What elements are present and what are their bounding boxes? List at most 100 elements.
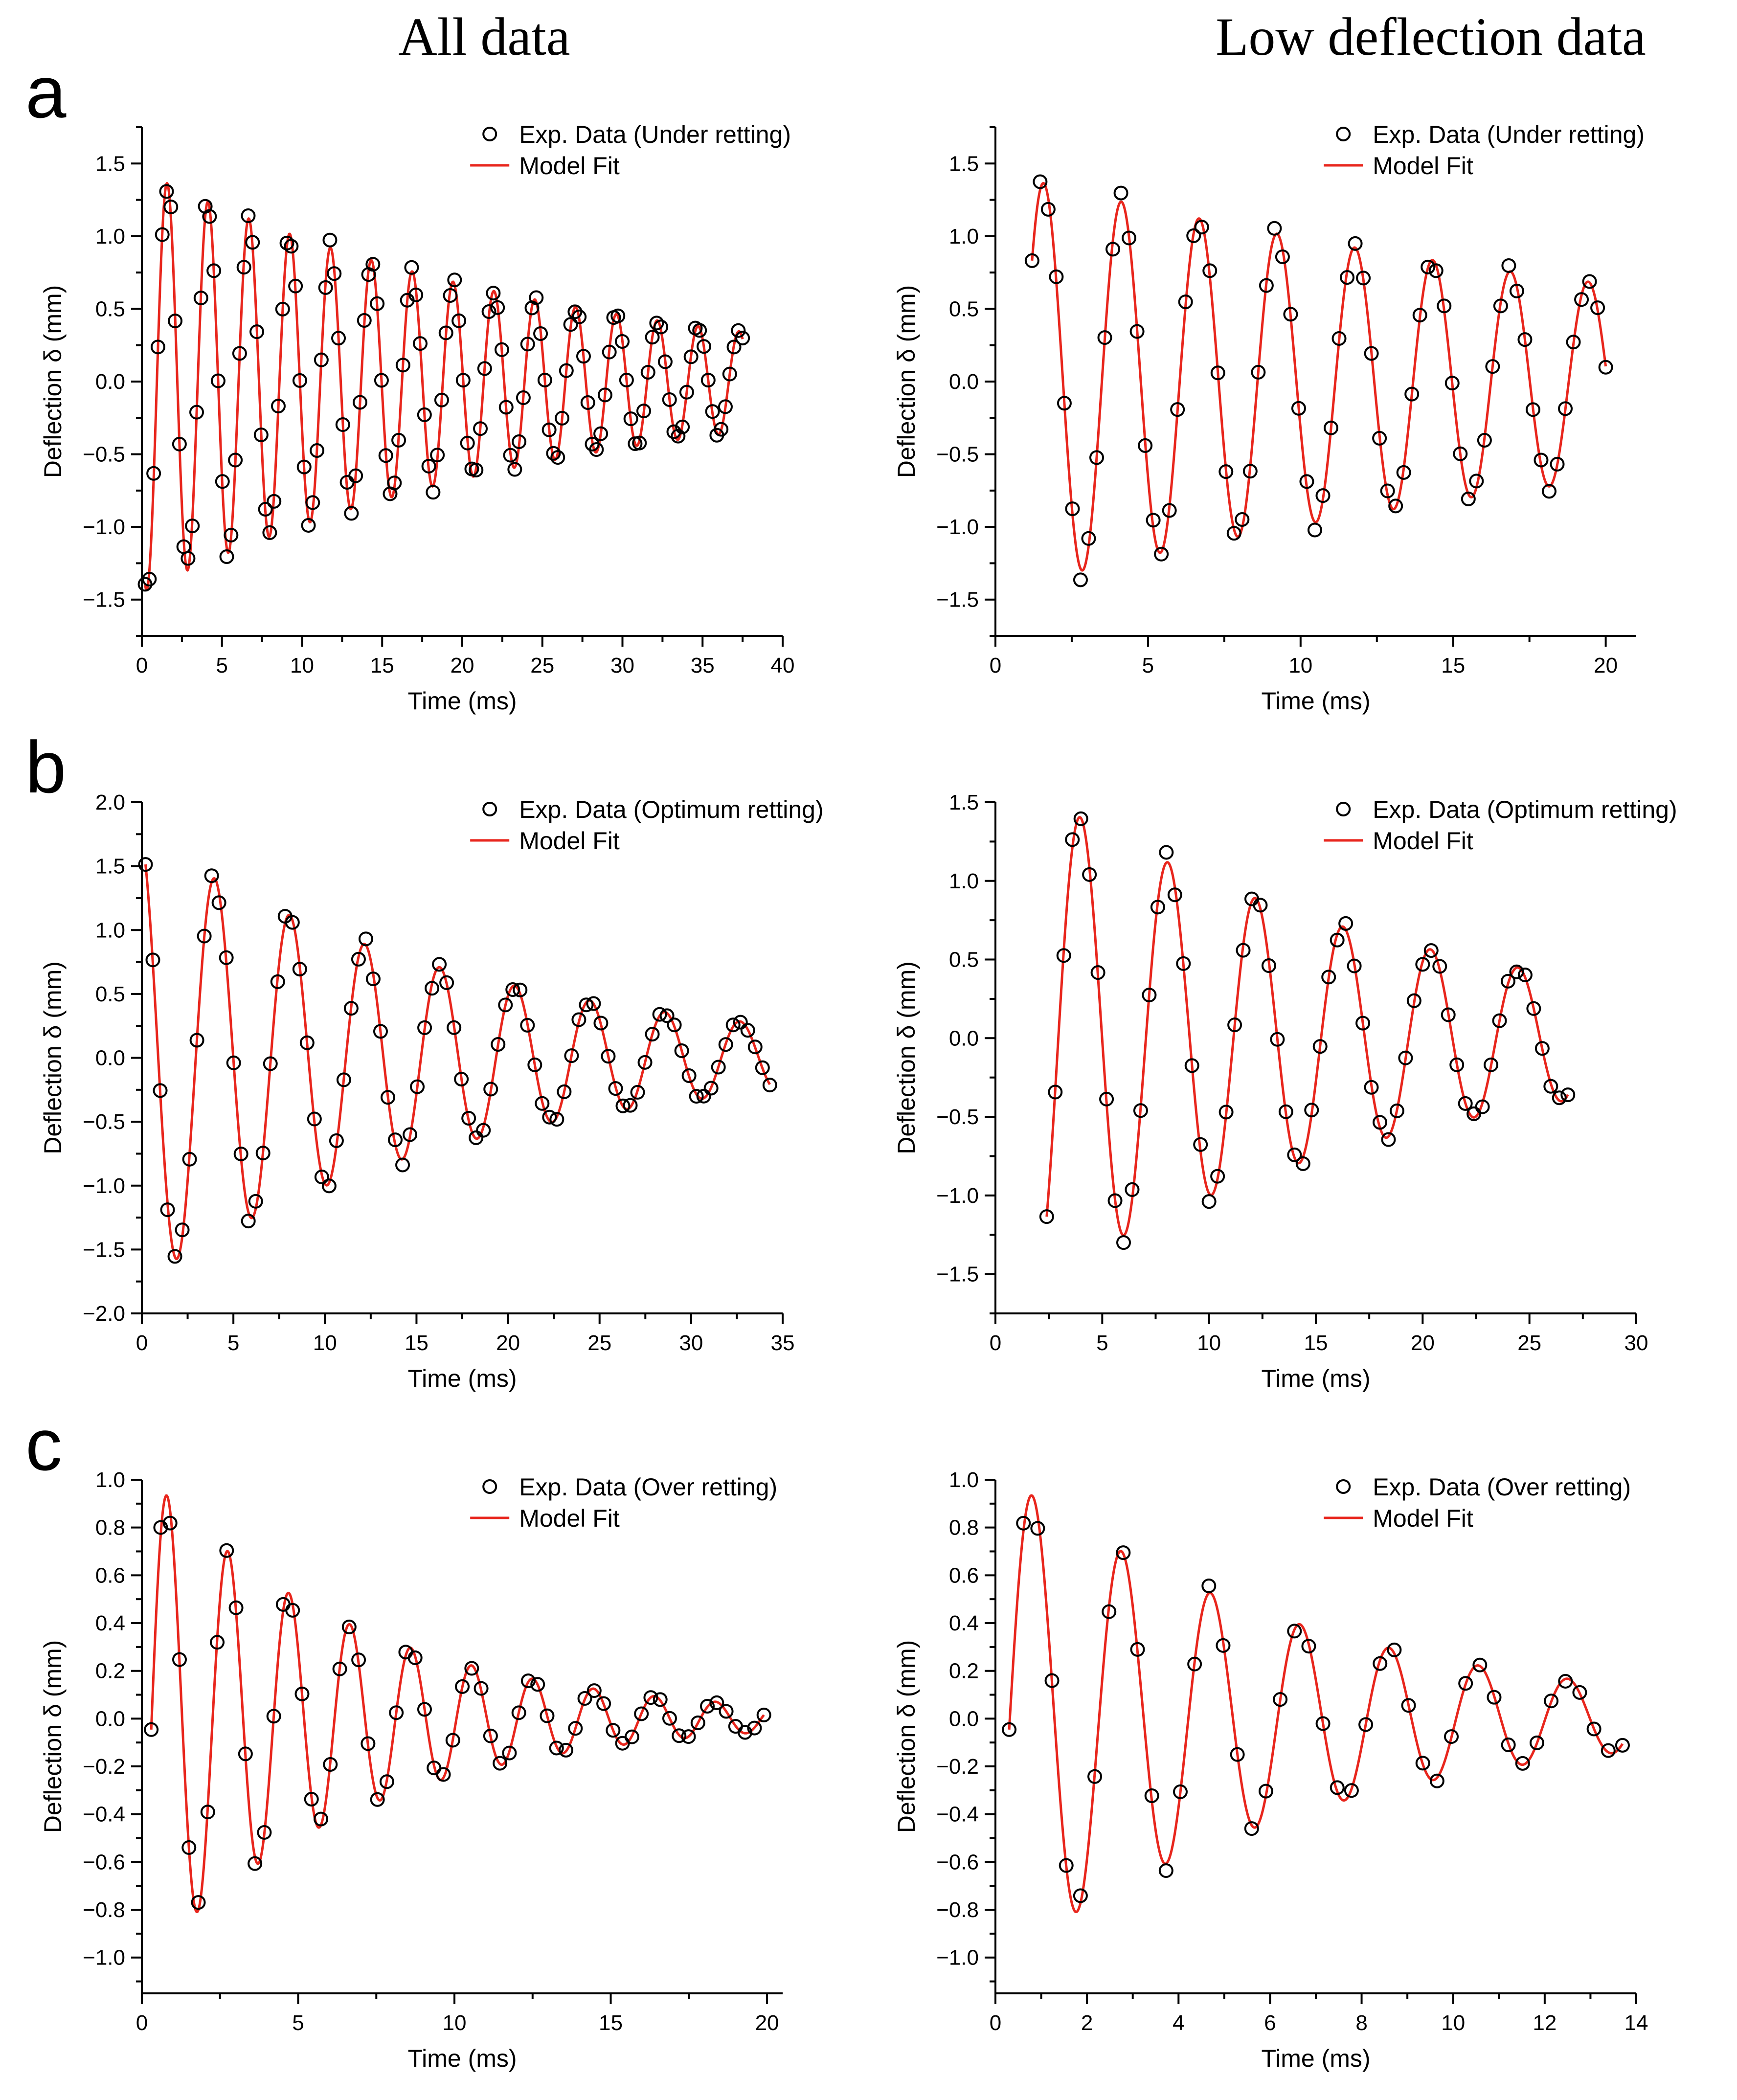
data-point xyxy=(1125,1182,1140,1197)
data-point xyxy=(542,1109,557,1125)
data-point xyxy=(1024,253,1039,268)
data-point xyxy=(451,313,467,328)
data-point xyxy=(182,1152,197,1167)
data-point xyxy=(1415,1756,1430,1771)
x-tick-label: 5 xyxy=(227,1331,239,1355)
data-point xyxy=(541,422,557,437)
x-tick-label: 20 xyxy=(755,2011,779,2035)
y-tick-label: 0.2 xyxy=(95,1659,125,1683)
data-point xyxy=(323,1757,338,1772)
data-point xyxy=(690,1715,705,1730)
data-point xyxy=(1373,1115,1387,1130)
data-point xyxy=(270,974,285,989)
data-point xyxy=(1358,1717,1374,1732)
y-tick-label: −0.5 xyxy=(936,1105,979,1129)
data-point xyxy=(1057,396,1072,411)
data-point xyxy=(1487,1690,1502,1705)
data-point xyxy=(1105,242,1121,257)
data-point xyxy=(257,1825,272,1840)
data-point xyxy=(740,1023,755,1038)
data-point xyxy=(210,1635,225,1650)
data-point xyxy=(1097,330,1112,345)
data-point xyxy=(1186,228,1201,243)
data-point xyxy=(671,429,686,444)
data-point xyxy=(351,951,366,967)
data-point xyxy=(1501,973,1515,989)
data-point xyxy=(1404,386,1420,402)
data-point xyxy=(263,1056,278,1071)
data-point xyxy=(1122,230,1137,246)
data-point xyxy=(1566,335,1581,350)
data-point xyxy=(417,407,432,422)
data-point xyxy=(1235,512,1250,527)
data-point xyxy=(1543,1079,1558,1094)
data-point xyxy=(527,1057,542,1072)
data-point xyxy=(756,1707,771,1722)
data-point xyxy=(258,502,273,517)
data-point xyxy=(387,475,402,491)
x-tick-label: 30 xyxy=(679,1331,703,1355)
data-point xyxy=(1364,1080,1379,1095)
data-point xyxy=(1372,430,1387,446)
y-tick-label: −0.4 xyxy=(83,1803,125,1827)
y-tick-label: 1.5 xyxy=(949,790,979,814)
data-point xyxy=(455,1679,470,1694)
data-point xyxy=(219,950,234,965)
panel-letter-a: a xyxy=(25,51,67,133)
data-point xyxy=(255,1146,271,1161)
x-tick-label: 10 xyxy=(290,654,314,677)
data-point xyxy=(403,1127,418,1142)
legend-label-fit: Model Fit xyxy=(519,152,620,180)
data-point xyxy=(1509,964,1524,979)
y-tick-label: 1.0 xyxy=(95,225,125,248)
data-point xyxy=(577,1691,592,1706)
data-point xyxy=(513,982,528,997)
data-point xyxy=(512,434,527,449)
y-tick-label: −0.6 xyxy=(83,1850,125,1874)
y-tick-label: −0.2 xyxy=(83,1755,125,1779)
y-tick-label: −1.5 xyxy=(83,1238,125,1262)
y-tick-label: 0.6 xyxy=(95,1563,125,1587)
x-tick-label: 25 xyxy=(587,1331,611,1355)
data-point xyxy=(163,200,179,214)
data-point xyxy=(332,1661,347,1676)
data-point xyxy=(454,1072,469,1087)
data-point xyxy=(232,346,247,361)
data-point xyxy=(357,313,372,328)
data-point xyxy=(1236,943,1251,958)
x-tick-label: 15 xyxy=(405,1331,429,1355)
data-point xyxy=(1273,1692,1288,1707)
data-point xyxy=(653,1692,668,1707)
data-point xyxy=(191,1895,206,1910)
legend-marker-data xyxy=(1336,1479,1351,1494)
data-point xyxy=(571,1012,587,1027)
data-point xyxy=(520,337,535,352)
y-axis-label: Deflection δ (mm) xyxy=(893,961,920,1154)
data-point xyxy=(1116,1545,1131,1560)
legend-label-data: Exp. Data (Over retting) xyxy=(519,1473,777,1501)
data-point xyxy=(145,952,160,968)
data-point xyxy=(175,1222,190,1238)
legend-label-data: Exp. Data (Optimum retting) xyxy=(1373,796,1677,823)
data-point xyxy=(1218,1105,1234,1120)
y-tick-label: −0.8 xyxy=(83,1898,125,1922)
data-point xyxy=(747,1039,763,1055)
data-point xyxy=(1287,1624,1302,1639)
data-point xyxy=(391,432,406,448)
data-point xyxy=(1598,360,1613,375)
data-point xyxy=(219,1543,234,1558)
data-point xyxy=(1275,249,1290,264)
data-point xyxy=(1475,1099,1490,1114)
y-tick-label: 0.0 xyxy=(95,370,125,394)
y-tick-label: −0.6 xyxy=(936,1850,979,1874)
data-point xyxy=(645,330,660,345)
data-point xyxy=(477,361,492,376)
chart-a-all: a 0 5 10 15 20 25 30 35 40 −1.5 −1.0 −0.5 0.0 0.5 1.0 1.… xyxy=(25,51,794,715)
legend-label-fit: Model Fit xyxy=(519,1505,620,1532)
y-tick-label: −0.4 xyxy=(936,1803,979,1827)
data-point xyxy=(755,1060,770,1075)
data-point xyxy=(304,1792,319,1807)
data-point xyxy=(634,1706,649,1721)
data-point xyxy=(361,1736,376,1751)
data-point xyxy=(1210,365,1225,381)
